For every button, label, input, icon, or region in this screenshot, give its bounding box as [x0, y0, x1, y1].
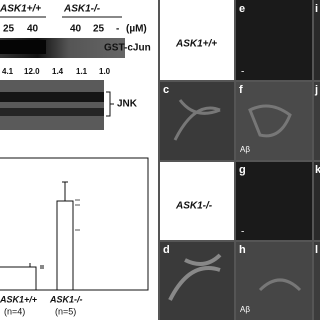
bracket	[106, 91, 114, 117]
dose: 25	[3, 24, 15, 35]
cell-texture	[168, 253, 222, 301]
bar	[0, 266, 37, 291]
blot-band-strong	[0, 40, 46, 54]
image-panel	[314, 82, 320, 160]
image-panel	[314, 242, 320, 320]
dose: -	[116, 24, 119, 35]
band-label: JNK	[117, 99, 138, 110]
group-label: ASK1+/+	[0, 294, 38, 304]
image-panel	[314, 0, 320, 80]
image-panel	[314, 162, 320, 240]
group-n: (n=5)	[55, 306, 76, 316]
panel-letter: l	[315, 244, 318, 256]
image-panel	[160, 82, 234, 160]
image-panel	[236, 162, 312, 240]
quant: 1.0	[99, 67, 111, 76]
label-panel	[160, 0, 234, 80]
image-panel	[160, 242, 234, 320]
group-n: (n=4)	[4, 306, 25, 316]
blot-band	[0, 80, 104, 130]
panel-letter: i	[315, 3, 318, 15]
negative-label: -	[241, 227, 244, 238]
bar	[56, 200, 74, 291]
dose: 25	[93, 24, 105, 35]
panel-letter: c	[163, 84, 169, 96]
dose: 40	[70, 24, 82, 35]
blot-band-strong	[0, 92, 104, 102]
group-label: ASK1-/-	[49, 294, 83, 304]
blot-band-strong	[0, 108, 104, 116]
genotype-label: ASK1+/+	[0, 4, 41, 15]
quant: 1.1	[76, 67, 88, 76]
unit: (µM)	[126, 24, 147, 35]
genotype-label: ASK1-/-	[63, 4, 101, 15]
panel-genotype: ASK1+/+	[175, 39, 217, 50]
panel-genotype: ASK1-/-	[175, 201, 213, 212]
image-panel	[236, 0, 312, 80]
stain-label: Aβ	[240, 305, 250, 314]
stain-label: Aβ	[240, 145, 250, 154]
panel-letter: h	[239, 244, 246, 256]
panel-letter: e	[239, 3, 245, 15]
panel-letter: g	[239, 164, 246, 176]
quant: 1.4	[52, 67, 64, 76]
image-panel	[236, 82, 312, 160]
dose: 40	[27, 24, 39, 35]
cell-texture	[173, 99, 302, 292]
quant: 4.1	[2, 67, 14, 76]
panel-letter: d	[163, 244, 170, 256]
band-label: GST-cJun	[104, 43, 151, 54]
point	[40, 265, 44, 269]
panel-letter: k	[315, 164, 320, 176]
panel-letter: j	[314, 84, 318, 96]
quant: 12.0	[24, 67, 40, 76]
panel-letter: f	[239, 84, 243, 96]
negative-label: -	[241, 67, 244, 78]
label-panel	[160, 162, 234, 240]
